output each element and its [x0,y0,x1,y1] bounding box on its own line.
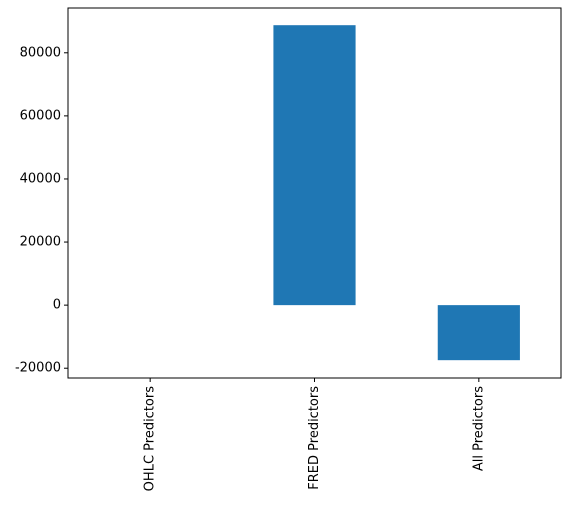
y-tick-label: 60000 [20,108,61,123]
x-tick-label: All Predictors [471,386,486,471]
y-tick-label: 20000 [20,235,61,250]
bar [437,305,520,361]
axes-frame [67,7,562,379]
bar [273,25,356,306]
x-tick-label: FRED Predictors [307,386,322,490]
y-tick-label: 40000 [20,171,61,186]
x-tick-label: OHLC Predictors [143,386,158,492]
y-tick-label: -20000 [15,361,61,376]
y-tick-label: 80000 [20,45,61,60]
y-tick-label: 0 [53,298,61,313]
